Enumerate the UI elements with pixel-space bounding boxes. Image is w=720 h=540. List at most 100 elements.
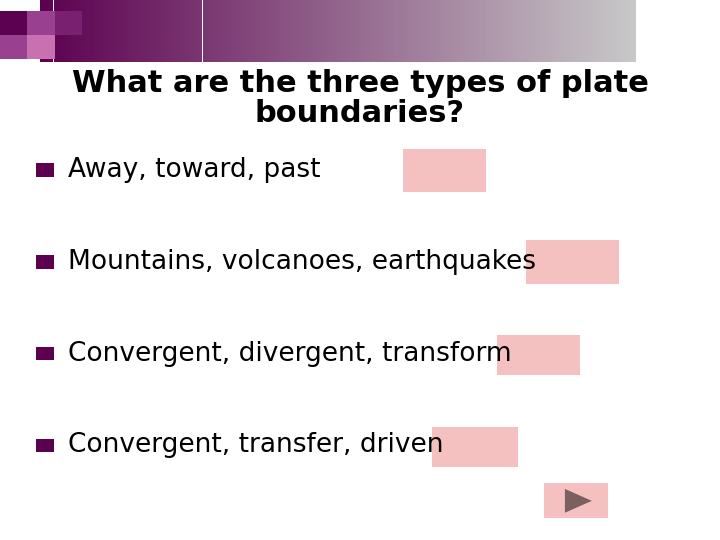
- Bar: [173, 0, 175, 62]
- Bar: [119, 0, 121, 62]
- Bar: [325, 0, 328, 62]
- Bar: [447, 0, 449, 62]
- Bar: [184, 0, 186, 62]
- Bar: [191, 0, 192, 62]
- Bar: [155, 0, 157, 62]
- Bar: [69, 0, 71, 62]
- Bar: [542, 0, 544, 62]
- Bar: [0, 35, 27, 59]
- Bar: [42, 0, 44, 62]
- Bar: [286, 0, 288, 62]
- Bar: [508, 0, 510, 62]
- Bar: [250, 0, 252, 62]
- Bar: [93, 0, 95, 62]
- Bar: [167, 0, 168, 62]
- Bar: [482, 0, 485, 62]
- Bar: [364, 0, 365, 62]
- Bar: [310, 0, 312, 62]
- Bar: [367, 0, 369, 62]
- Bar: [403, 0, 405, 62]
- Bar: [258, 0, 260, 62]
- Bar: [103, 0, 105, 62]
- Bar: [163, 0, 165, 62]
- Bar: [181, 0, 183, 62]
- Bar: [284, 0, 286, 62]
- Bar: [76, 0, 77, 62]
- Bar: [183, 0, 184, 62]
- Bar: [604, 0, 606, 62]
- Bar: [459, 0, 461, 62]
- Bar: [443, 0, 445, 62]
- Bar: [87, 0, 89, 62]
- Bar: [230, 0, 233, 62]
- Bar: [306, 0, 307, 62]
- Bar: [270, 0, 272, 62]
- Bar: [137, 0, 139, 62]
- Bar: [131, 0, 133, 62]
- Bar: [176, 0, 179, 62]
- Bar: [382, 0, 383, 62]
- Bar: [580, 0, 582, 62]
- Bar: [133, 0, 135, 62]
- Bar: [366, 0, 367, 62]
- Bar: [165, 0, 167, 62]
- Bar: [544, 0, 546, 62]
- Bar: [528, 0, 531, 62]
- Bar: [497, 335, 580, 375]
- Text: Convergent, divergent, transform: Convergent, divergent, transform: [68, 341, 512, 367]
- Bar: [268, 0, 270, 62]
- Bar: [274, 0, 276, 62]
- Bar: [608, 0, 610, 62]
- Bar: [379, 0, 382, 62]
- Bar: [248, 0, 250, 62]
- Text: boundaries?: boundaries?: [255, 99, 465, 128]
- Bar: [242, 0, 244, 62]
- Bar: [618, 0, 620, 62]
- Bar: [282, 0, 284, 62]
- Bar: [584, 0, 586, 62]
- Bar: [566, 0, 568, 62]
- Bar: [377, 0, 379, 62]
- Bar: [594, 0, 596, 62]
- Bar: [153, 0, 155, 62]
- Bar: [624, 0, 626, 62]
- Bar: [175, 0, 176, 62]
- Bar: [429, 0, 431, 62]
- Bar: [95, 0, 97, 62]
- Bar: [44, 0, 45, 62]
- Bar: [435, 0, 437, 62]
- Bar: [409, 0, 411, 62]
- Bar: [576, 0, 578, 62]
- Bar: [469, 0, 471, 62]
- Bar: [554, 0, 556, 62]
- Bar: [437, 0, 439, 62]
- Bar: [36, 163, 54, 177]
- Bar: [186, 0, 189, 62]
- Bar: [425, 0, 427, 62]
- Bar: [397, 0, 399, 62]
- Bar: [171, 0, 173, 62]
- Bar: [621, 0, 624, 62]
- Bar: [147, 0, 149, 62]
- Bar: [207, 0, 209, 62]
- Bar: [50, 0, 52, 62]
- Bar: [631, 0, 634, 62]
- Bar: [471, 0, 472, 62]
- Bar: [464, 0, 467, 62]
- Bar: [159, 0, 161, 62]
- Bar: [84, 0, 85, 62]
- Bar: [89, 0, 91, 62]
- Bar: [399, 0, 401, 62]
- Bar: [27, 11, 55, 35]
- Bar: [280, 0, 282, 62]
- Bar: [503, 0, 505, 62]
- Bar: [449, 0, 451, 62]
- Bar: [411, 0, 413, 62]
- Bar: [336, 0, 338, 62]
- Bar: [498, 0, 500, 62]
- Bar: [477, 0, 479, 62]
- Bar: [246, 0, 248, 62]
- Bar: [506, 0, 508, 62]
- Bar: [236, 0, 238, 62]
- Bar: [596, 0, 598, 62]
